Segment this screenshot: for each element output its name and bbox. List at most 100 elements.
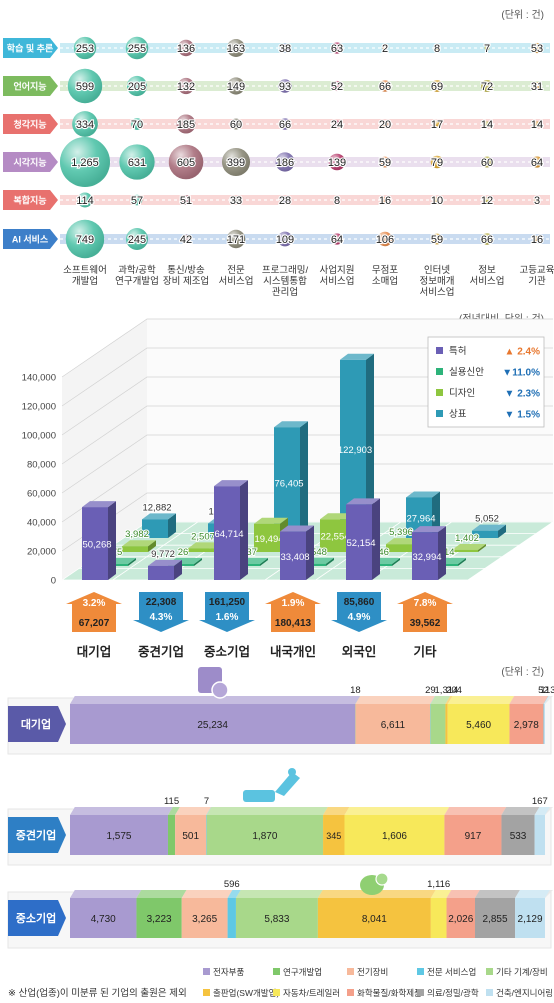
floor-grid: [112, 521, 198, 581]
row-label-tag: [3, 38, 58, 58]
bar-top: [142, 513, 176, 520]
bubble-value: 31: [531, 81, 543, 93]
legend-name: 화학물질/화학제품: [357, 988, 422, 998]
bubble-shine: [221, 147, 251, 177]
y-tick-label: 80,000: [27, 460, 56, 471]
segment-label: 917: [465, 831, 482, 842]
segment-label-small: 1,314: [435, 685, 459, 696]
bar-side: [498, 524, 506, 538]
segment-top: [543, 696, 550, 704]
excavator-body: [243, 790, 275, 802]
bubble-shine: [230, 118, 242, 130]
bar-top: [82, 501, 116, 508]
bubble-shine: [534, 197, 540, 203]
bar-value: 122,903: [338, 445, 372, 456]
segment: [235, 898, 318, 938]
bubble-value: 20: [379, 119, 391, 131]
segment: [70, 704, 356, 744]
bubble-value: 79: [431, 157, 443, 169]
bubble-shine: [484, 197, 490, 203]
segment-top: [235, 890, 323, 898]
y-tick-label: 100,000: [22, 431, 56, 442]
segment: [446, 898, 475, 938]
y-tick-label: 60,000: [27, 489, 56, 500]
bubble-shine: [334, 197, 340, 203]
bar-top: [386, 538, 420, 545]
segment-top: [515, 890, 550, 898]
bar-value: 76,405: [274, 479, 303, 490]
bar-value: 9,772: [151, 549, 175, 560]
bubble-shine: [131, 194, 143, 206]
segment-top: [136, 890, 187, 898]
bubble-value: 69: [431, 81, 443, 93]
segment: [70, 815, 168, 855]
segment-label: 25,234: [197, 720, 228, 731]
bubble-shine: [177, 77, 195, 95]
bubble-shine: [531, 42, 543, 54]
bubble-shine: [181, 234, 191, 244]
row-label-tag: [8, 706, 66, 742]
bubble-value: 605: [177, 157, 195, 169]
bubble-value: 255: [128, 43, 146, 55]
bubble-shine: [484, 121, 490, 127]
category-label: 내국개인: [270, 644, 316, 659]
bubble-value: 245: [128, 234, 146, 246]
segment-label-small: 167: [532, 796, 548, 807]
row-band: [60, 81, 550, 91]
row-label: 중소기업: [16, 911, 56, 925]
bubble-value: 109: [276, 234, 294, 246]
bar-front: [280, 531, 306, 580]
bubble-shine: [484, 45, 490, 51]
y-tick-label: 0: [51, 576, 56, 587]
bar-value: 52,154: [346, 538, 375, 549]
y-tick-label: 40,000: [27, 518, 56, 529]
segment-label-small: 52: [538, 685, 549, 696]
row-label: 청각지능: [13, 119, 46, 130]
column-label: 무점포: [372, 264, 398, 276]
bubble-shine: [125, 227, 149, 251]
arrow-shape: [397, 592, 453, 632]
bar-value: 64,714: [214, 529, 243, 540]
bubble-value: 57: [131, 195, 143, 207]
segment-top: [323, 807, 350, 815]
change-arrow: 3.2% 67,207: [66, 592, 122, 632]
segment-label: 3,265: [192, 914, 217, 925]
bubble-shine: [331, 233, 343, 245]
legend-name: 의료/정밀/광학: [427, 988, 479, 998]
bar-side: [458, 558, 466, 566]
change-label: 1.9%: [282, 598, 305, 609]
gridline: [61, 318, 553, 378]
row-band: [60, 43, 550, 53]
segment: [206, 815, 324, 855]
segment: [543, 704, 544, 744]
bar-value: 50,268: [82, 540, 111, 551]
bar-side: [300, 421, 308, 538]
legend-name: 상표: [449, 409, 467, 420]
change-label: 4.9%: [348, 612, 371, 623]
bubble-shine: [176, 114, 196, 134]
segment: [70, 898, 137, 938]
bar-front: [122, 546, 148, 552]
total-label: 161,250: [209, 597, 246, 608]
segment-label: 1,575: [106, 831, 131, 842]
segment-top: [445, 696, 453, 704]
legend-swatch: [436, 389, 443, 396]
segment: [175, 815, 207, 855]
footnote: ※ 산업(업종)이 미분류 된 기업의 출원은 제외: [8, 987, 187, 999]
bubble-shine: [72, 111, 98, 137]
segment-label-small: 18: [350, 685, 361, 696]
bar-value: 1,402: [455, 533, 479, 544]
chip-icon: [198, 667, 229, 699]
arrow-shape: [66, 592, 122, 632]
bubble-value: 205: [128, 81, 146, 93]
bar-front: [412, 532, 438, 580]
legend: 특허 ▲ 2.4% 실용신안 ▼11.0% 디자인 ▼ 2.3% 상표 ▼ 1.5%: [427, 336, 545, 428]
column-label: 서비스업: [420, 286, 455, 298]
bubble-value: 24: [331, 119, 343, 131]
category-label: 대기업: [77, 644, 112, 659]
legend-change: ▼ 1.5%: [505, 410, 541, 421]
bar-side: [128, 558, 136, 566]
